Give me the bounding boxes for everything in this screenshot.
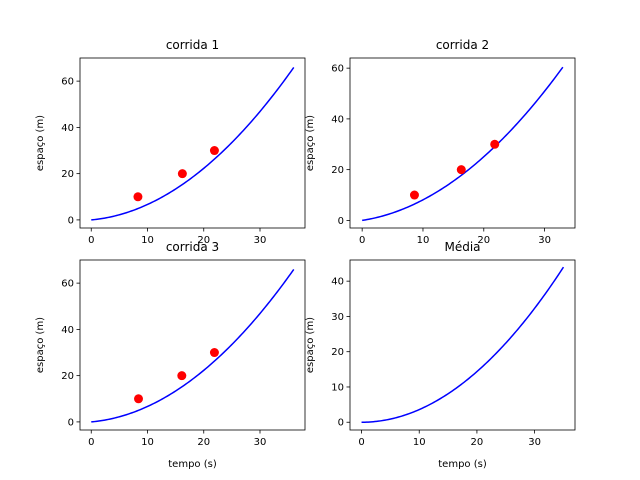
data-point	[209, 348, 219, 358]
x-tick-label: 20	[477, 235, 490, 246]
subplot-1: 0 10 20 30 0 20 40 60 corrida 1 espaço (m)	[35, 38, 306, 246]
x-tick-label: 10	[141, 437, 154, 448]
data-point	[134, 394, 143, 404]
data-point	[456, 165, 466, 175]
y-tick-label: 0	[338, 216, 344, 227]
y-tick-label: 40	[61, 325, 74, 336]
data-point	[409, 190, 419, 200]
y-tick-label: 20	[61, 371, 74, 382]
x-tick-label: 10	[417, 235, 430, 246]
y-tick-label: 40	[61, 123, 74, 134]
y-axis-label: espaço (m)	[35, 115, 46, 171]
y-tick-label: 0	[338, 418, 344, 429]
y-tick-label: 20	[331, 165, 344, 176]
x-tick-label: 20	[197, 235, 210, 246]
data-point	[177, 371, 187, 381]
y-tick-label: 60	[331, 64, 344, 75]
data-point	[133, 192, 143, 202]
subplot-3: 0 10 20 30 0 20 40 60 corrida 3 espaço (m) tempo (…	[35, 240, 306, 470]
y-tick-label: 60	[61, 77, 74, 88]
subplot-title: corrida 2	[436, 38, 489, 52]
y-tick-label: 0	[68, 215, 74, 226]
x-tick-label: 30	[528, 437, 541, 448]
y-tick-label: 40	[331, 114, 344, 125]
y-tick-label: 0	[68, 417, 74, 428]
y-tick-label: 20	[61, 169, 74, 180]
subplot-title: corrida 3	[166, 240, 219, 254]
y-tick-label: 60	[61, 279, 74, 290]
x-tick-label: 10	[141, 235, 154, 246]
x-tick-label: 30	[254, 437, 267, 448]
y-axis-label: espaço (m)	[305, 317, 316, 373]
x-tick-label: 0	[359, 235, 365, 246]
x-tick-label: 20	[471, 437, 484, 448]
x-tick-label: 0	[88, 437, 94, 448]
x-tick-label: 0	[88, 235, 94, 246]
data-point	[209, 146, 219, 156]
series-line	[361, 266, 565, 423]
y-tick-label: 30	[331, 312, 344, 323]
x-tick-label: 30	[538, 235, 551, 246]
plot-frame	[349, 57, 576, 229]
x-tick-label: 0	[358, 437, 364, 448]
series-line	[362, 66, 564, 222]
x-tick-label: 30	[254, 235, 267, 246]
x-axis-label: tempo (s)	[168, 459, 217, 470]
x-tick-label: 10	[413, 437, 426, 448]
series-line	[91, 268, 295, 423]
subplot-title: corrida 1	[166, 38, 219, 52]
series-line	[91, 66, 295, 221]
data-point	[177, 169, 187, 179]
x-tick-label: 20	[197, 437, 210, 448]
data-point	[490, 139, 500, 149]
plot-frame	[79, 57, 306, 229]
plot-frame	[349, 259, 576, 431]
y-tick-label: 40	[331, 277, 344, 288]
subplot-2: 0 10 20 30 0 20 40 60 corrida 2 espaço (m)	[305, 38, 576, 246]
subplot-4: 0 10 20 30 0 10 20 30 40 Média espaço (m) tempo (s)	[305, 240, 576, 470]
y-axis-label: espaço (m)	[305, 115, 316, 171]
x-axis-label: tempo (s)	[438, 459, 487, 470]
subplot-title: Média	[444, 240, 480, 254]
y-axis-label: espaço (m)	[35, 317, 46, 373]
plot-frame	[79, 259, 306, 431]
y-tick-label: 10	[331, 382, 344, 393]
y-tick-label: 20	[331, 347, 344, 358]
